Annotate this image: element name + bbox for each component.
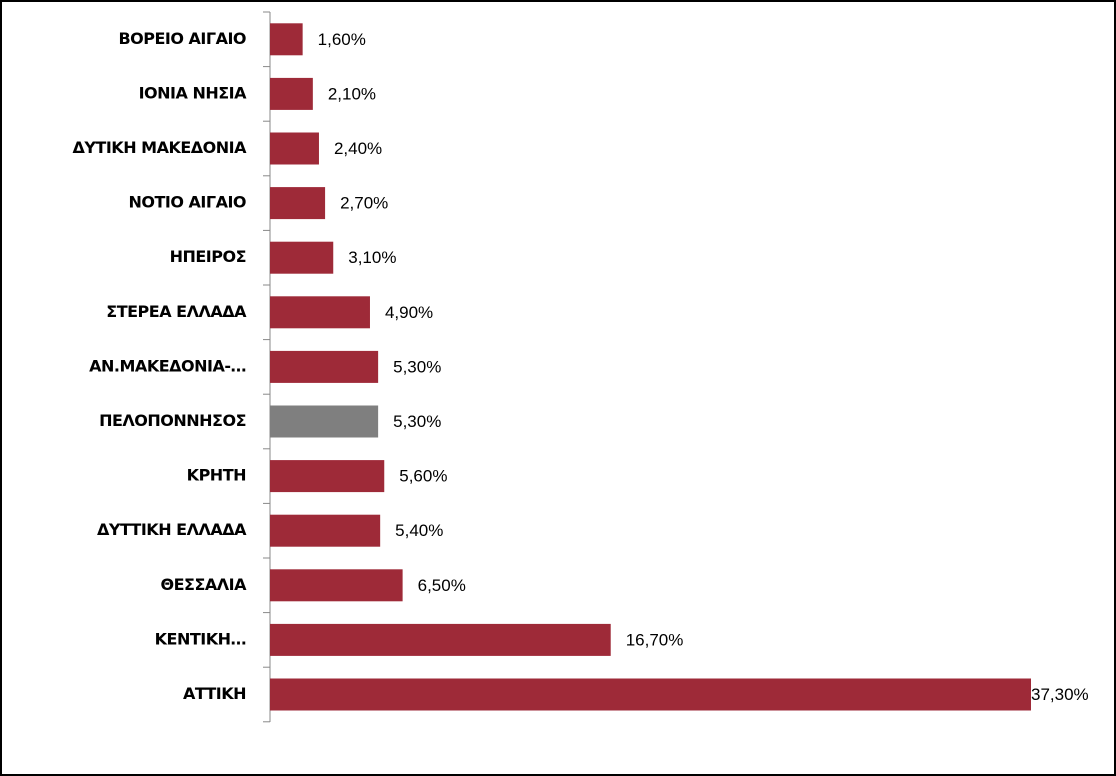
data-label: 37,30% [1031, 685, 1089, 704]
y-tick-label: ΑΝ.ΜΑΚΕΔΟΝΙΑ-… [89, 356, 246, 375]
bar [270, 23, 303, 56]
data-label: 16,70% [626, 630, 684, 649]
data-label: 3,10% [348, 248, 396, 267]
y-tick-label: ΣΤΕΡΕΑ ΕΛΛΑΔΑ [106, 302, 247, 321]
data-label: 1,60% [318, 30, 366, 49]
data-label: 2,70% [340, 194, 388, 213]
bar [270, 569, 403, 602]
data-label: 5,30% [393, 357, 441, 376]
bar [270, 514, 381, 547]
y-tick-label: ΔΥΤΙΚΗ ΜΑΚΕΔΟΝΙΑ [72, 138, 247, 157]
bar [270, 77, 313, 110]
y-tick-label: ΚΡΗΤΗ [187, 466, 246, 485]
y-tick-label: ΑΤΤΙΚΗ [183, 684, 246, 703]
y-tick-label: ΗΠΕΙΡΟΣ [170, 247, 246, 266]
data-label: 5,30% [393, 412, 441, 431]
data-label: 5,60% [399, 467, 447, 486]
bar [270, 460, 385, 493]
y-tick-label: ΠΕΛΟΠΟΝΝΗΣΟΣ [99, 411, 246, 430]
data-label: 5,40% [395, 521, 443, 540]
bar [270, 350, 379, 383]
bar [270, 405, 379, 438]
bar [270, 296, 370, 329]
data-label: 2,40% [334, 139, 382, 158]
data-label: 4,90% [385, 303, 433, 322]
y-tick-label: ΚΕΝΤΙΚΗ… [155, 629, 246, 648]
y-tick-label: ΘΕΣΣΑΛΙΑ [161, 575, 248, 594]
bar [270, 678, 1031, 711]
data-label: 2,10% [328, 84, 376, 103]
y-tick-label: ΔΥΤΤΙΚΗ ΕΛΛΑΔΑ [97, 520, 247, 539]
bar [270, 132, 319, 165]
data-label: 6,50% [418, 576, 466, 595]
bar [270, 623, 611, 656]
bar [270, 241, 334, 274]
y-tick-label: ΒΟΡΕΙΟ ΑΙΓΑΙΟ [118, 29, 246, 48]
y-tick-label: ΝΟΤΙΟ ΑΙΓΑΙΟ [129, 193, 247, 212]
bar [270, 187, 326, 220]
y-tick-label: ΙΟΝΙΑ ΝΗΣΙΑ [139, 83, 248, 102]
